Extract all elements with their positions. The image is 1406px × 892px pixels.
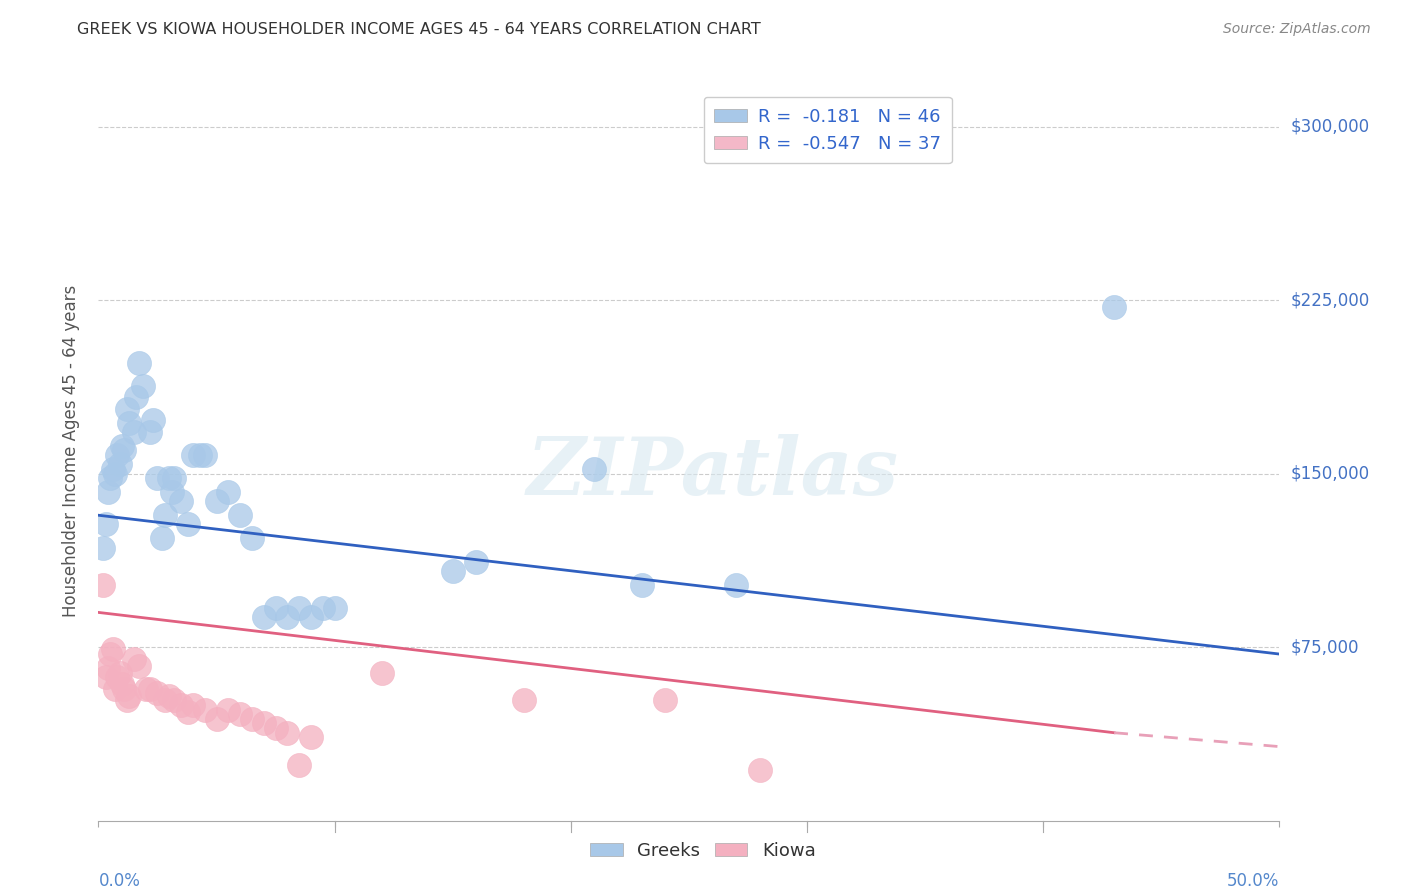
Point bbox=[253, 716, 276, 731]
Point bbox=[229, 508, 252, 523]
Text: $75,000: $75,000 bbox=[1291, 638, 1360, 657]
Point bbox=[97, 485, 120, 500]
Point bbox=[146, 686, 169, 700]
Point bbox=[118, 689, 141, 703]
Point bbox=[264, 600, 287, 615]
Point bbox=[132, 378, 155, 392]
Point bbox=[288, 758, 311, 772]
Point bbox=[188, 448, 211, 462]
Point bbox=[91, 541, 114, 555]
Point bbox=[371, 665, 394, 680]
Point bbox=[160, 485, 183, 500]
Point bbox=[105, 448, 128, 462]
Point bbox=[288, 600, 311, 615]
Text: 50.0%: 50.0% bbox=[1227, 871, 1279, 889]
Point bbox=[163, 693, 186, 707]
Point bbox=[135, 681, 157, 696]
Point bbox=[105, 670, 128, 684]
Point bbox=[299, 731, 322, 745]
Point bbox=[312, 600, 335, 615]
Point bbox=[465, 554, 488, 569]
Point bbox=[97, 661, 120, 675]
Point bbox=[323, 600, 346, 615]
Point bbox=[139, 425, 162, 439]
Point bbox=[104, 467, 127, 481]
Point bbox=[229, 707, 252, 722]
Y-axis label: Householder Income Ages 45 - 64 years: Householder Income Ages 45 - 64 years bbox=[62, 285, 80, 616]
Point bbox=[441, 564, 464, 578]
Point bbox=[205, 494, 228, 508]
Point bbox=[654, 693, 676, 707]
Point bbox=[115, 693, 138, 707]
Point bbox=[177, 517, 200, 532]
Point bbox=[115, 401, 138, 416]
Point bbox=[157, 471, 180, 485]
Point bbox=[748, 763, 770, 777]
Point bbox=[153, 508, 176, 523]
Text: 0.0%: 0.0% bbox=[98, 871, 141, 889]
Legend: R =  -0.181   N = 46, R =  -0.547   N = 37: R = -0.181 N = 46, R = -0.547 N = 37 bbox=[703, 96, 952, 163]
Point bbox=[112, 443, 135, 458]
Text: $150,000: $150,000 bbox=[1291, 465, 1369, 483]
Point bbox=[240, 532, 263, 546]
Point bbox=[217, 703, 239, 717]
Point bbox=[177, 705, 200, 719]
Point bbox=[111, 439, 134, 453]
Point bbox=[299, 610, 322, 624]
Point bbox=[630, 577, 652, 591]
Point bbox=[194, 448, 217, 462]
Point bbox=[276, 725, 298, 739]
Point bbox=[264, 721, 287, 735]
Point bbox=[94, 670, 117, 684]
Point bbox=[139, 681, 162, 696]
Point bbox=[125, 390, 148, 404]
Point bbox=[101, 462, 124, 476]
Point bbox=[122, 651, 145, 665]
Point bbox=[142, 413, 165, 427]
Point bbox=[101, 642, 124, 657]
Point bbox=[170, 698, 193, 712]
Legend: Greeks, Kiowa: Greeks, Kiowa bbox=[583, 835, 823, 867]
Point bbox=[146, 471, 169, 485]
Point bbox=[118, 416, 141, 430]
Point bbox=[170, 494, 193, 508]
Text: ZIPatlas: ZIPatlas bbox=[526, 434, 898, 511]
Point bbox=[205, 712, 228, 726]
Point bbox=[111, 677, 134, 691]
Point bbox=[181, 448, 204, 462]
Text: GREEK VS KIOWA HOUSEHOLDER INCOME AGES 45 - 64 YEARS CORRELATION CHART: GREEK VS KIOWA HOUSEHOLDER INCOME AGES 4… bbox=[77, 22, 761, 37]
Text: Source: ZipAtlas.com: Source: ZipAtlas.com bbox=[1223, 22, 1371, 37]
Point bbox=[98, 471, 121, 485]
Point bbox=[122, 425, 145, 439]
Point bbox=[276, 610, 298, 624]
Point bbox=[253, 610, 276, 624]
Point bbox=[150, 532, 173, 546]
Text: $300,000: $300,000 bbox=[1291, 118, 1369, 136]
Point bbox=[181, 698, 204, 712]
Point bbox=[217, 485, 239, 500]
Point bbox=[512, 693, 534, 707]
Text: $225,000: $225,000 bbox=[1291, 291, 1369, 309]
Point bbox=[725, 577, 748, 591]
Point bbox=[128, 355, 150, 369]
Point bbox=[157, 689, 180, 703]
Point bbox=[91, 577, 114, 591]
Point bbox=[108, 665, 131, 680]
Point bbox=[583, 462, 606, 476]
Point bbox=[98, 647, 121, 661]
Point bbox=[104, 681, 127, 696]
Point bbox=[153, 693, 176, 707]
Point bbox=[108, 458, 131, 472]
Point bbox=[128, 658, 150, 673]
Point bbox=[1102, 300, 1125, 314]
Point bbox=[94, 517, 117, 532]
Point bbox=[194, 703, 217, 717]
Point bbox=[240, 712, 263, 726]
Point bbox=[163, 471, 186, 485]
Point bbox=[112, 681, 135, 696]
